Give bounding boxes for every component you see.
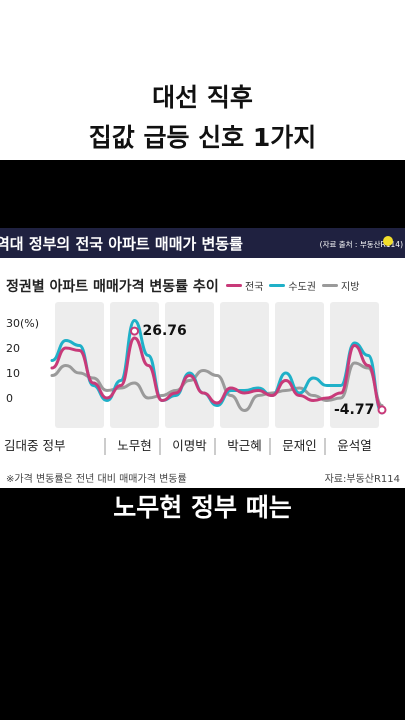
chart-footnote: ※가격 변동률은 전년 대비 매매가격 변동률	[6, 472, 187, 485]
x-category-label-0: 김대중 정부	[4, 438, 65, 453]
line-chart: 30(%) 20 10 0 26.76 -4.77 김대중 정부 노무현 이명박 박근혜 문재인 윤석…	[4, 302, 400, 485]
x-category-label-2: 이명박	[172, 438, 207, 453]
x-category-label-1: 노무현	[117, 438, 152, 453]
chart-card: 정권별 아파트 매매가격 변동률 추이 전국 수도권 지방 30(%) 20 10 0…	[0, 258, 405, 488]
headline-panel: 대선 직후 집값 급등 신호 1가지	[0, 0, 405, 160]
y-tick-label-2: 10	[6, 367, 20, 380]
era-band-0	[55, 302, 104, 428]
annotation-marker-0	[130, 326, 139, 336]
legend-item-national: 전국	[226, 278, 263, 293]
video-black-band	[0, 160, 405, 220]
annotation-label-1: -4.77	[334, 402, 374, 418]
cursor-dot-icon	[383, 236, 393, 246]
series-line-1	[50, 319, 384, 415]
annotation-label-0: 26.76	[143, 323, 187, 339]
y-tick-label-0: 30(%)	[6, 317, 39, 330]
y-tick-label-1: 20	[6, 342, 20, 355]
banner-title: 역대 정부의 전국 아파트 매매가 변동률	[0, 235, 243, 253]
chart-title: 정권별 아파트 매매가격 변동률 추이	[6, 279, 219, 295]
legend-label-capital: 수도권	[288, 282, 317, 293]
series-line-0	[50, 336, 384, 412]
chart-banner: 역대 정부의 전국 아파트 매매가 변동률 (자료 출처 : 부동산R114)	[0, 228, 405, 258]
x-category-label-4: 문재인	[282, 438, 317, 453]
annotation-marker-1	[377, 405, 387, 415]
legend-label-regional: 지방	[341, 282, 360, 293]
series-line-2	[50, 361, 384, 412]
era-band-4	[275, 302, 324, 428]
era-band-2	[165, 302, 214, 428]
headline-line-1: 대선 직후	[152, 83, 253, 112]
banner-source: (자료 출처 : 부동산R114)	[319, 240, 403, 249]
chart-legend: 전국 수도권 지방	[226, 278, 359, 293]
x-category-label-3: 박근혜	[227, 438, 262, 453]
x-category-label-5: 윤석열	[337, 438, 372, 453]
legend-item-regional: 지방	[322, 278, 359, 293]
legend-swatch-national	[226, 284, 242, 287]
y-tick-label-3: 0	[6, 392, 13, 405]
headline-line-2: 집값 급등 신호 1가지	[88, 123, 317, 152]
legend-swatch-capital	[269, 284, 286, 287]
legend-swatch-regional	[322, 284, 339, 287]
chart-source: 자료:부동산R114	[325, 473, 400, 485]
legend-label-national: 전국	[245, 282, 264, 293]
legend-item-capital: 수도권	[269, 278, 316, 293]
video-caption: 노무현 정부 때는	[113, 493, 292, 522]
